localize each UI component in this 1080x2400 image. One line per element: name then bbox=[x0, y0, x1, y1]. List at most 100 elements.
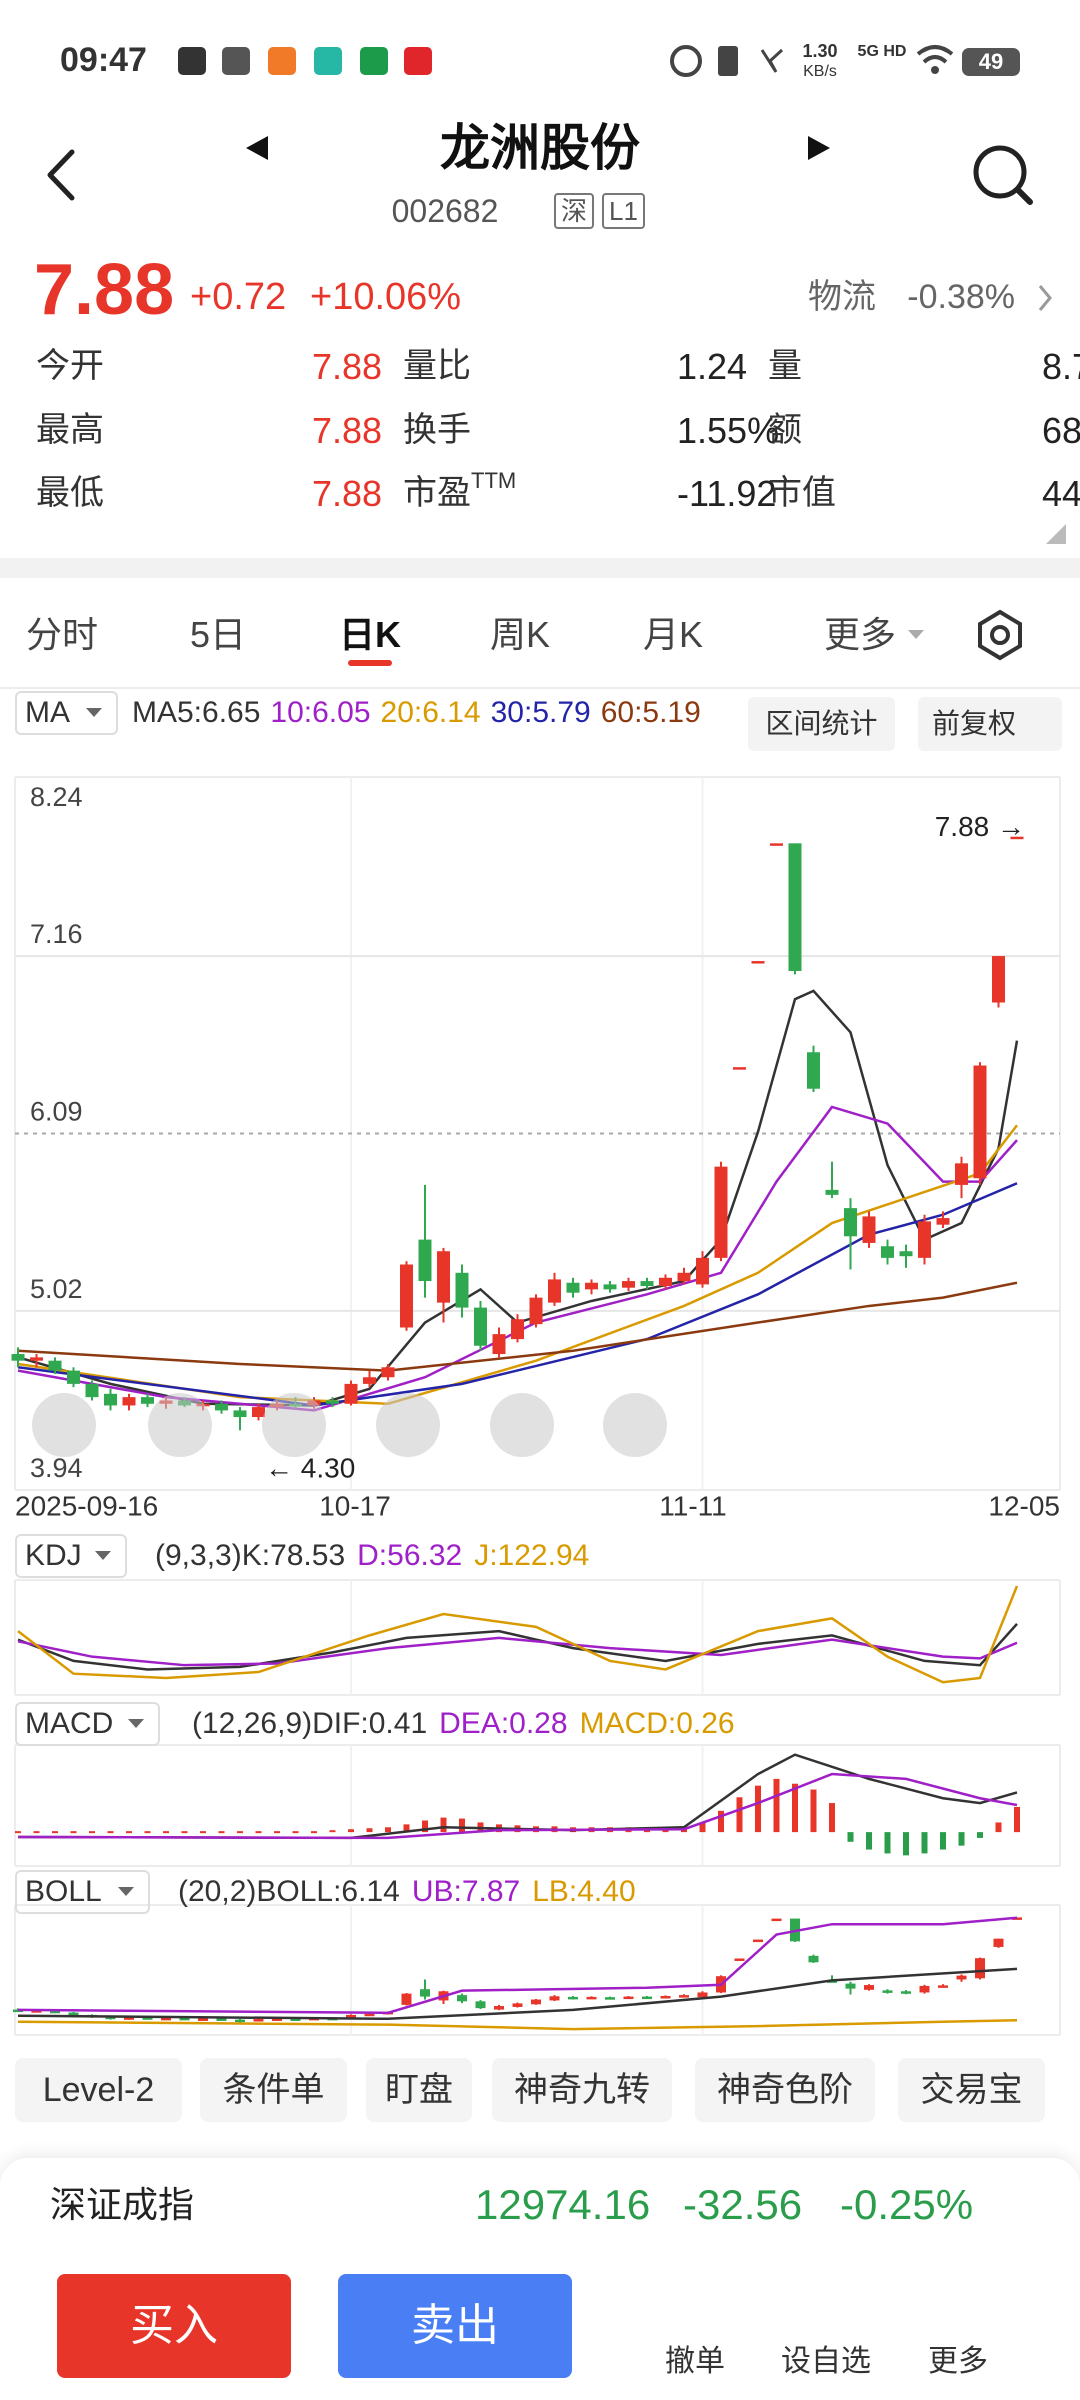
candle-body bbox=[253, 2019, 264, 2022]
stat-value: 1.24 bbox=[677, 345, 748, 387]
action-label[interactable]: 设自选 bbox=[781, 2345, 871, 2378]
indicator-selector[interactable]: BOLL bbox=[15, 1870, 150, 1914]
legend-entry: BOLL:6.14 bbox=[256, 1875, 400, 1908]
candle-body bbox=[511, 1319, 524, 1340]
settings-icon[interactable] bbox=[978, 609, 1022, 661]
tab[interactable]: 更多 bbox=[823, 613, 896, 655]
candle-body bbox=[919, 1985, 930, 1993]
chart-nav-button[interactable] bbox=[32, 1393, 96, 1457]
sell-button[interactable]: 卖出 bbox=[338, 2274, 572, 2378]
search-icon-handle bbox=[1015, 187, 1033, 205]
legend-entry: 20:6.14 bbox=[380, 696, 481, 729]
tool-button[interactable]: Level-2 bbox=[15, 2058, 182, 2122]
indicator-selector[interactable]: MA bbox=[15, 691, 118, 735]
candle-body bbox=[679, 1995, 689, 1998]
candle-body bbox=[605, 1997, 615, 2000]
candle-body bbox=[179, 2017, 190, 2021]
prev-stock-icon[interactable] bbox=[246, 136, 268, 160]
legend-entry: 10:6.05 bbox=[270, 696, 371, 729]
indicator-params: (9,3,3) bbox=[155, 1539, 242, 1572]
macd-bar bbox=[736, 1797, 743, 1833]
status-speed-unit: KB/s bbox=[803, 62, 837, 80]
tool-button[interactable]: 盯盘 bbox=[366, 2058, 472, 2122]
index-change: -32.56 bbox=[683, 2180, 803, 2228]
stat-label: 量 bbox=[768, 347, 802, 386]
tab-underline bbox=[348, 660, 392, 666]
candle-body bbox=[161, 2017, 171, 2021]
tab[interactable]: 5日 bbox=[189, 613, 247, 655]
macd-bar bbox=[792, 1783, 798, 1833]
tool-button[interactable]: 条件单 bbox=[200, 2058, 347, 2122]
macd-bar bbox=[810, 1789, 817, 1833]
candle-body bbox=[864, 1985, 874, 1990]
x-tick-label: 2025-09-16 bbox=[15, 1490, 158, 1521]
buy-button[interactable]: 买入 bbox=[57, 2274, 291, 2378]
next-stock-icon[interactable] bbox=[808, 136, 830, 160]
expand-corner[interactable] bbox=[1046, 524, 1066, 544]
candle-body bbox=[882, 1990, 893, 1993]
macd-bar bbox=[903, 1832, 909, 1856]
action-label[interactable]: 撤单 bbox=[665, 2345, 725, 2378]
tool-button[interactable]: 神奇九转 bbox=[492, 2058, 672, 2122]
wifi-icon bbox=[916, 45, 954, 64]
tab[interactable]: 周K bbox=[489, 613, 550, 655]
candle-body bbox=[198, 2018, 208, 2021]
candle-body bbox=[1010, 836, 1024, 840]
indicator-line bbox=[17, 1967, 1018, 2021]
macd-bar bbox=[829, 1803, 835, 1833]
macd-bar bbox=[292, 1831, 299, 1834]
candle-body bbox=[457, 1995, 467, 2002]
candle-body bbox=[585, 1282, 598, 1290]
chart-option-button[interactable]: 前复权 bbox=[918, 697, 1062, 751]
stat-label-sup: TTM bbox=[471, 468, 517, 494]
indicator-line bbox=[17, 1772, 1018, 1840]
candle-body bbox=[142, 2017, 153, 2020]
stat-label: 量比 bbox=[403, 347, 471, 386]
macd-bar bbox=[255, 1831, 262, 1834]
candle-body bbox=[475, 2001, 486, 2009]
legend-entry: 60:5.19 bbox=[600, 696, 701, 729]
tab[interactable]: 月K bbox=[642, 613, 703, 655]
stock-tag: L1 bbox=[602, 193, 645, 229]
macd-bar bbox=[329, 1830, 336, 1833]
indicator-selector[interactable]: MACD bbox=[15, 1702, 160, 1746]
tab[interactable]: 分时 bbox=[25, 613, 98, 655]
y-tick-label: 7.16 bbox=[30, 919, 83, 949]
macd-bar bbox=[33, 1831, 40, 1834]
chart-nav-button[interactable] bbox=[376, 1393, 440, 1457]
status-app-icon bbox=[314, 47, 342, 75]
chart-nav-button[interactable] bbox=[262, 1393, 326, 1457]
chart-nav-button[interactable] bbox=[148, 1393, 212, 1457]
status-battery: 49 bbox=[978, 48, 1004, 74]
candle-body bbox=[85, 1383, 99, 1398]
stat-label: 今开 bbox=[36, 347, 104, 386]
search-icon[interactable] bbox=[973, 145, 1027, 199]
indicator-selector[interactable]: KDJ bbox=[15, 1534, 127, 1578]
chart-nav-button[interactable] bbox=[603, 1393, 667, 1457]
back-icon[interactable] bbox=[47, 149, 75, 201]
macd-bar bbox=[181, 1831, 188, 1834]
stat-label: 市盈TTM bbox=[403, 468, 517, 513]
indicator-line bbox=[17, 1753, 1018, 1840]
tab[interactable]: 日K bbox=[339, 613, 401, 655]
battery-icon bbox=[962, 48, 1020, 76]
candle-body bbox=[677, 1272, 691, 1282]
macd-bar bbox=[884, 1832, 891, 1854]
macd-bar bbox=[237, 1831, 243, 1834]
candle-body bbox=[420, 1989, 430, 1997]
status-app-icon bbox=[404, 47, 432, 75]
legend-entry: DEA:0.28 bbox=[439, 1707, 568, 1740]
y-tick-label: 6.09 bbox=[30, 1097, 83, 1127]
candle-body bbox=[659, 1277, 672, 1287]
tool-button[interactable]: 交易宝 bbox=[898, 2058, 1045, 2122]
y-tick-label: 3.94 bbox=[30, 1453, 83, 1483]
stat-value: 1.55% bbox=[677, 409, 780, 451]
chart-option-button[interactable]: 区间统计 bbox=[748, 697, 895, 751]
indicator-line bbox=[17, 1623, 1018, 1671]
action-label[interactable]: 更多 bbox=[928, 2345, 988, 2378]
chart-nav-button[interactable] bbox=[490, 1393, 554, 1457]
sector-change: -0.38% bbox=[907, 278, 1015, 317]
tool-button[interactable]: 神奇色阶 bbox=[695, 2058, 875, 2122]
candle-body bbox=[216, 2018, 227, 2021]
candle-body bbox=[529, 1297, 543, 1325]
